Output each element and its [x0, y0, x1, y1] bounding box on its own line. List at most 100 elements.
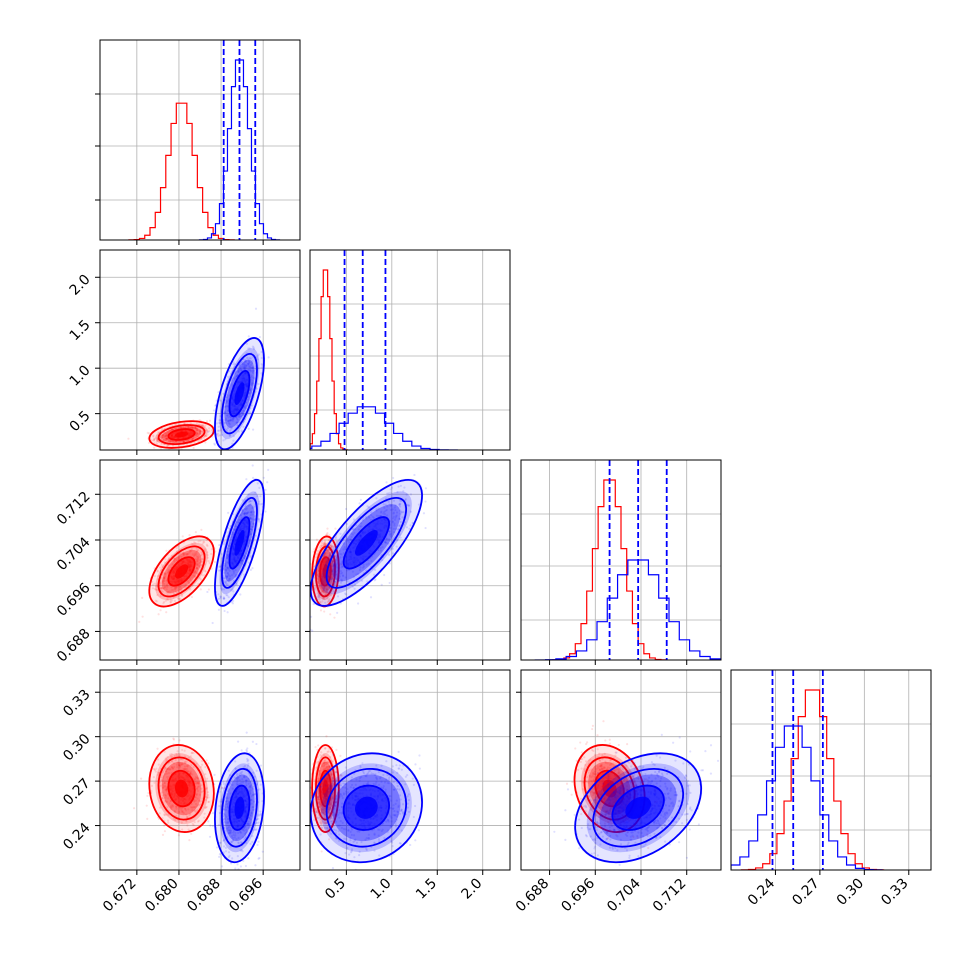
scatter-point — [175, 807, 178, 810]
scatter-point — [236, 423, 239, 427]
scatter-point — [248, 365, 251, 368]
scatter-point — [152, 439, 155, 442]
scatter-point — [163, 830, 167, 833]
scatter-point — [237, 841, 240, 844]
scatter-point — [252, 522, 255, 525]
scatter-point — [248, 392, 251, 395]
scatter-point — [180, 552, 183, 555]
scatter-point — [235, 521, 238, 524]
scatter-point — [223, 571, 226, 574]
scatter-point — [241, 559, 244, 562]
scatter-point — [206, 796, 209, 800]
scatter-point — [237, 842, 240, 845]
scatter-point — [218, 544, 221, 547]
scatter-point — [238, 778, 241, 782]
scatter-point — [318, 545, 322, 549]
scatter-point — [226, 789, 230, 793]
scatter-point — [243, 512, 246, 515]
scatter-point — [186, 765, 189, 768]
scatter-point — [237, 776, 240, 779]
scatter-point — [250, 511, 253, 514]
scatter-point — [161, 797, 164, 800]
scatter-point — [389, 534, 392, 537]
scatter-point — [152, 767, 156, 771]
scatter-point — [186, 552, 189, 556]
scatter-point — [185, 764, 189, 768]
scatter-point — [219, 800, 222, 803]
scatter-point — [161, 791, 164, 794]
scatter-point — [317, 595, 321, 599]
scatter-point — [226, 817, 230, 821]
scatter-point — [204, 441, 207, 444]
scatter-point — [223, 566, 226, 569]
scatter-point — [232, 590, 235, 593]
scatter-point — [205, 420, 209, 423]
scatter-point — [186, 768, 189, 771]
scatter-point — [237, 831, 240, 834]
scatter-point — [247, 359, 250, 362]
scatter-point — [247, 823, 250, 827]
scatter-point — [165, 438, 168, 441]
scatter-point — [194, 433, 198, 437]
scatter-point — [167, 439, 170, 442]
scatter-point — [196, 563, 200, 566]
scatter-point — [370, 511, 373, 514]
scatter-point — [323, 540, 326, 543]
scatter-point — [240, 562, 243, 565]
scatter-point — [232, 361, 235, 364]
scatter-point — [141, 596, 144, 599]
scatter-point — [249, 814, 253, 817]
scatter-point — [239, 369, 243, 372]
scatter-point — [163, 750, 166, 753]
scatter-point — [240, 360, 244, 363]
scatter-point — [227, 572, 230, 575]
scatter-point — [225, 568, 228, 571]
scatter-point — [170, 806, 173, 809]
scatter-point — [199, 560, 203, 563]
scatter-point — [162, 571, 165, 574]
scatter-point — [195, 428, 199, 432]
scatter-point — [244, 837, 247, 840]
scatter-point — [197, 423, 201, 426]
scatter-point — [231, 602, 234, 605]
scatter-point — [327, 539, 330, 542]
scatter-point — [326, 575, 330, 578]
scatter-point — [171, 805, 174, 808]
contour-line — [167, 428, 196, 441]
scatter-point — [227, 387, 230, 390]
scatter-point — [217, 391, 220, 394]
scatter-point — [140, 777, 143, 780]
scatter-point — [326, 532, 329, 535]
scatter-point — [321, 586, 324, 590]
scatter-point — [369, 596, 373, 599]
scatter-point — [254, 515, 257, 518]
scatter-point — [311, 629, 314, 632]
scatter-point — [246, 545, 250, 548]
scatter-point — [372, 573, 376, 576]
scatter-point — [194, 781, 198, 784]
scatter-point — [227, 826, 230, 829]
scatter-point — [241, 509, 244, 512]
scatter-point — [406, 503, 409, 506]
scatter-point — [163, 579, 166, 583]
scatter-point — [237, 836, 240, 840]
scatter-point — [248, 826, 251, 830]
scatter-point — [237, 370, 240, 374]
scatter-point — [386, 514, 389, 517]
scatter-point — [350, 535, 353, 539]
scatter-point — [173, 560, 176, 563]
scatter-point — [240, 411, 243, 414]
scatter-point — [199, 539, 202, 542]
scatter-point — [227, 416, 230, 419]
scatter-point — [373, 568, 377, 572]
scatter-point — [249, 785, 252, 788]
scatter-point — [373, 579, 376, 582]
scatter-point — [251, 806, 254, 809]
scatter-point — [171, 440, 175, 443]
scatter-point — [172, 588, 175, 591]
scatter-point — [234, 834, 237, 837]
scatter-point — [371, 515, 374, 518]
scatter-point — [170, 428, 173, 431]
scatter-point — [424, 500, 427, 503]
scatter-point — [325, 588, 329, 591]
